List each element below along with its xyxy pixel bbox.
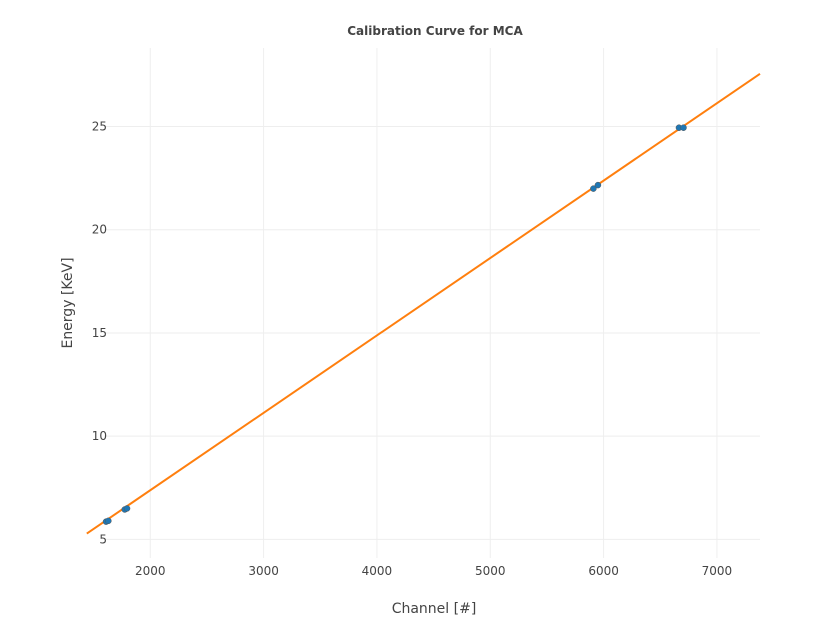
y-tick-labels: 5 10 15 20 25 bbox=[92, 119, 107, 546]
x-tick-label: 5000 bbox=[475, 564, 506, 578]
x-tick-label: 6000 bbox=[588, 564, 619, 578]
y-tick-label: 15 bbox=[92, 326, 107, 340]
data-point bbox=[105, 517, 112, 525]
data-marker-layer bbox=[102, 124, 687, 525]
y-tick-label: 20 bbox=[92, 223, 107, 237]
x-axis-title: Channel [#] bbox=[392, 601, 477, 617]
data-point bbox=[590, 185, 597, 192]
y-tick-label: 10 bbox=[92, 429, 107, 443]
data-point bbox=[680, 124, 687, 131]
grid-layer bbox=[104, 48, 760, 558]
y-axis-title: Energy [KeV] bbox=[60, 257, 76, 348]
x-tick-label: 3000 bbox=[248, 564, 279, 578]
data-point bbox=[594, 181, 602, 189]
fit-line bbox=[86, 72, 761, 535]
fit-line-layer bbox=[86, 72, 761, 535]
x-tick-label: 2000 bbox=[135, 564, 166, 578]
x-tick-label: 4000 bbox=[362, 564, 393, 578]
y-tick-label: 25 bbox=[92, 119, 107, 133]
x-tick-labels: 2000 3000 4000 5000 6000 7000 bbox=[135, 564, 732, 578]
x-tick-label: 7000 bbox=[702, 564, 733, 578]
y-tick-label: 5 bbox=[99, 532, 107, 546]
data-point bbox=[123, 505, 131, 512]
chart-title: Calibration Curve for MCA bbox=[347, 24, 523, 38]
